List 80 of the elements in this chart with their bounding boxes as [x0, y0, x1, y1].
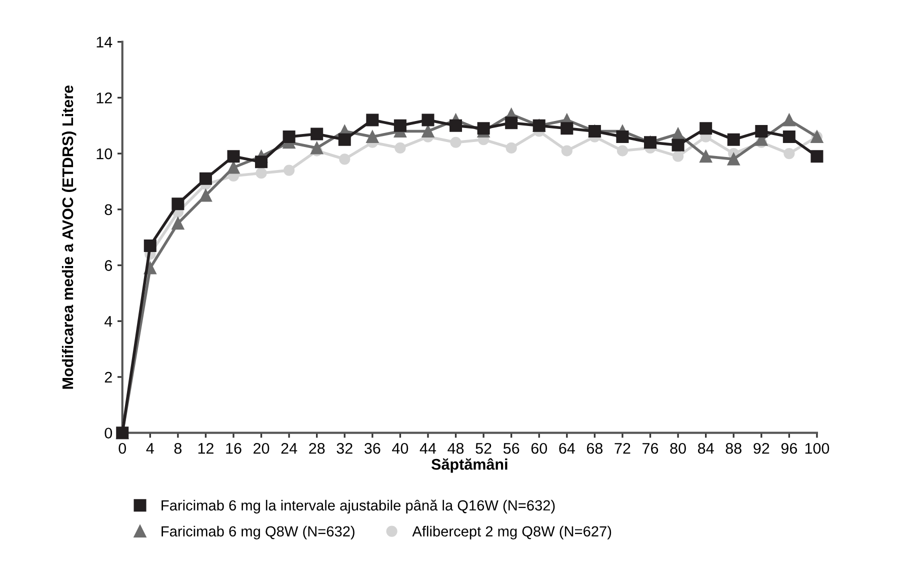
point	[144, 239, 156, 252]
point	[284, 164, 295, 176]
legend-label: Faricimab 6 mg Q8W (N=632)	[162, 526, 354, 540]
x-tick-label: 4	[146, 443, 154, 454]
x-tick-label: 88	[726, 442, 742, 454]
point	[394, 119, 406, 132]
point	[561, 145, 572, 156]
point	[782, 130, 796, 144]
x-tick-label: 32	[336, 442, 352, 454]
point	[310, 128, 324, 140]
point	[727, 133, 740, 146]
x-tick-label: 0	[118, 442, 126, 454]
point	[810, 150, 824, 163]
point	[506, 142, 517, 154]
x-tick-label: 8	[174, 442, 182, 454]
x-axis-title: Săptămâni	[431, 458, 508, 473]
point	[256, 168, 267, 179]
point	[227, 150, 240, 163]
point	[727, 152, 740, 166]
x-tick-label: 92	[754, 442, 770, 454]
point	[199, 172, 212, 185]
point	[505, 116, 518, 130]
x-tick-label: 48	[448, 442, 464, 454]
x-tick-label: 80	[670, 442, 686, 454]
x-tick-label: 52	[476, 442, 492, 454]
y-tick-label: 8	[104, 204, 112, 216]
point	[782, 114, 796, 126]
legend-label: Aflibercept 2 mg Q8W (N=627)	[412, 526, 612, 540]
y-tick-label: 12	[96, 92, 112, 104]
x-tick-label: 84	[698, 442, 714, 454]
x-tick-label: 24	[281, 442, 298, 454]
y-tick-label: 6	[104, 260, 112, 271]
x-tick-label: 40	[392, 442, 408, 454]
x-tick-label: 76	[642, 442, 658, 454]
point	[172, 198, 184, 210]
point	[366, 130, 379, 144]
point	[422, 114, 434, 126]
y-tick-label: 10	[96, 148, 112, 160]
x-tick-label: 12	[198, 442, 214, 454]
point	[394, 142, 406, 154]
x-tick-label: 44	[420, 443, 436, 454]
x-tick-label: 72	[614, 442, 630, 454]
x-tick-label: 28	[309, 442, 325, 454]
y-tick-label: 14	[96, 36, 112, 48]
point	[338, 133, 351, 146]
point	[755, 124, 768, 138]
x-tick-label: 20	[254, 442, 270, 454]
x-tick-label: 16	[226, 442, 242, 454]
point	[282, 130, 296, 144]
point	[450, 136, 462, 148]
y-tick-label: 0	[104, 428, 112, 439]
point	[616, 145, 628, 156]
y-tick-label: 4	[104, 316, 112, 327]
point	[227, 161, 240, 174]
x-tick-label: 60	[531, 442, 548, 454]
legend-label: Faricimab 6 mg la intervale ajustabile până la Q16W (N=632)	[162, 500, 555, 514]
point	[366, 114, 379, 126]
point	[784, 148, 795, 160]
x-tick-label: 68	[586, 442, 603, 454]
point	[172, 217, 184, 230]
y-tick-label: 2	[104, 372, 112, 383]
point	[310, 142, 324, 154]
x-tick-label: 64	[559, 442, 575, 454]
point	[560, 122, 574, 135]
x-tick-label: 36	[364, 442, 380, 454]
x-tick-label: 96	[781, 442, 797, 454]
x-tick-label: 100	[805, 442, 830, 454]
point	[422, 124, 434, 138]
point	[672, 138, 684, 152]
y-axis-title: Modificarea medie a AVOC (ETDRS) Litere	[62, 85, 76, 389]
x-tick-label: 56	[503, 442, 520, 454]
point	[450, 119, 462, 132]
point	[477, 122, 490, 135]
point	[255, 156, 268, 168]
point	[199, 189, 212, 202]
point	[616, 130, 629, 144]
point	[700, 122, 712, 135]
point	[672, 150, 684, 162]
point	[700, 150, 712, 163]
point	[339, 154, 350, 165]
